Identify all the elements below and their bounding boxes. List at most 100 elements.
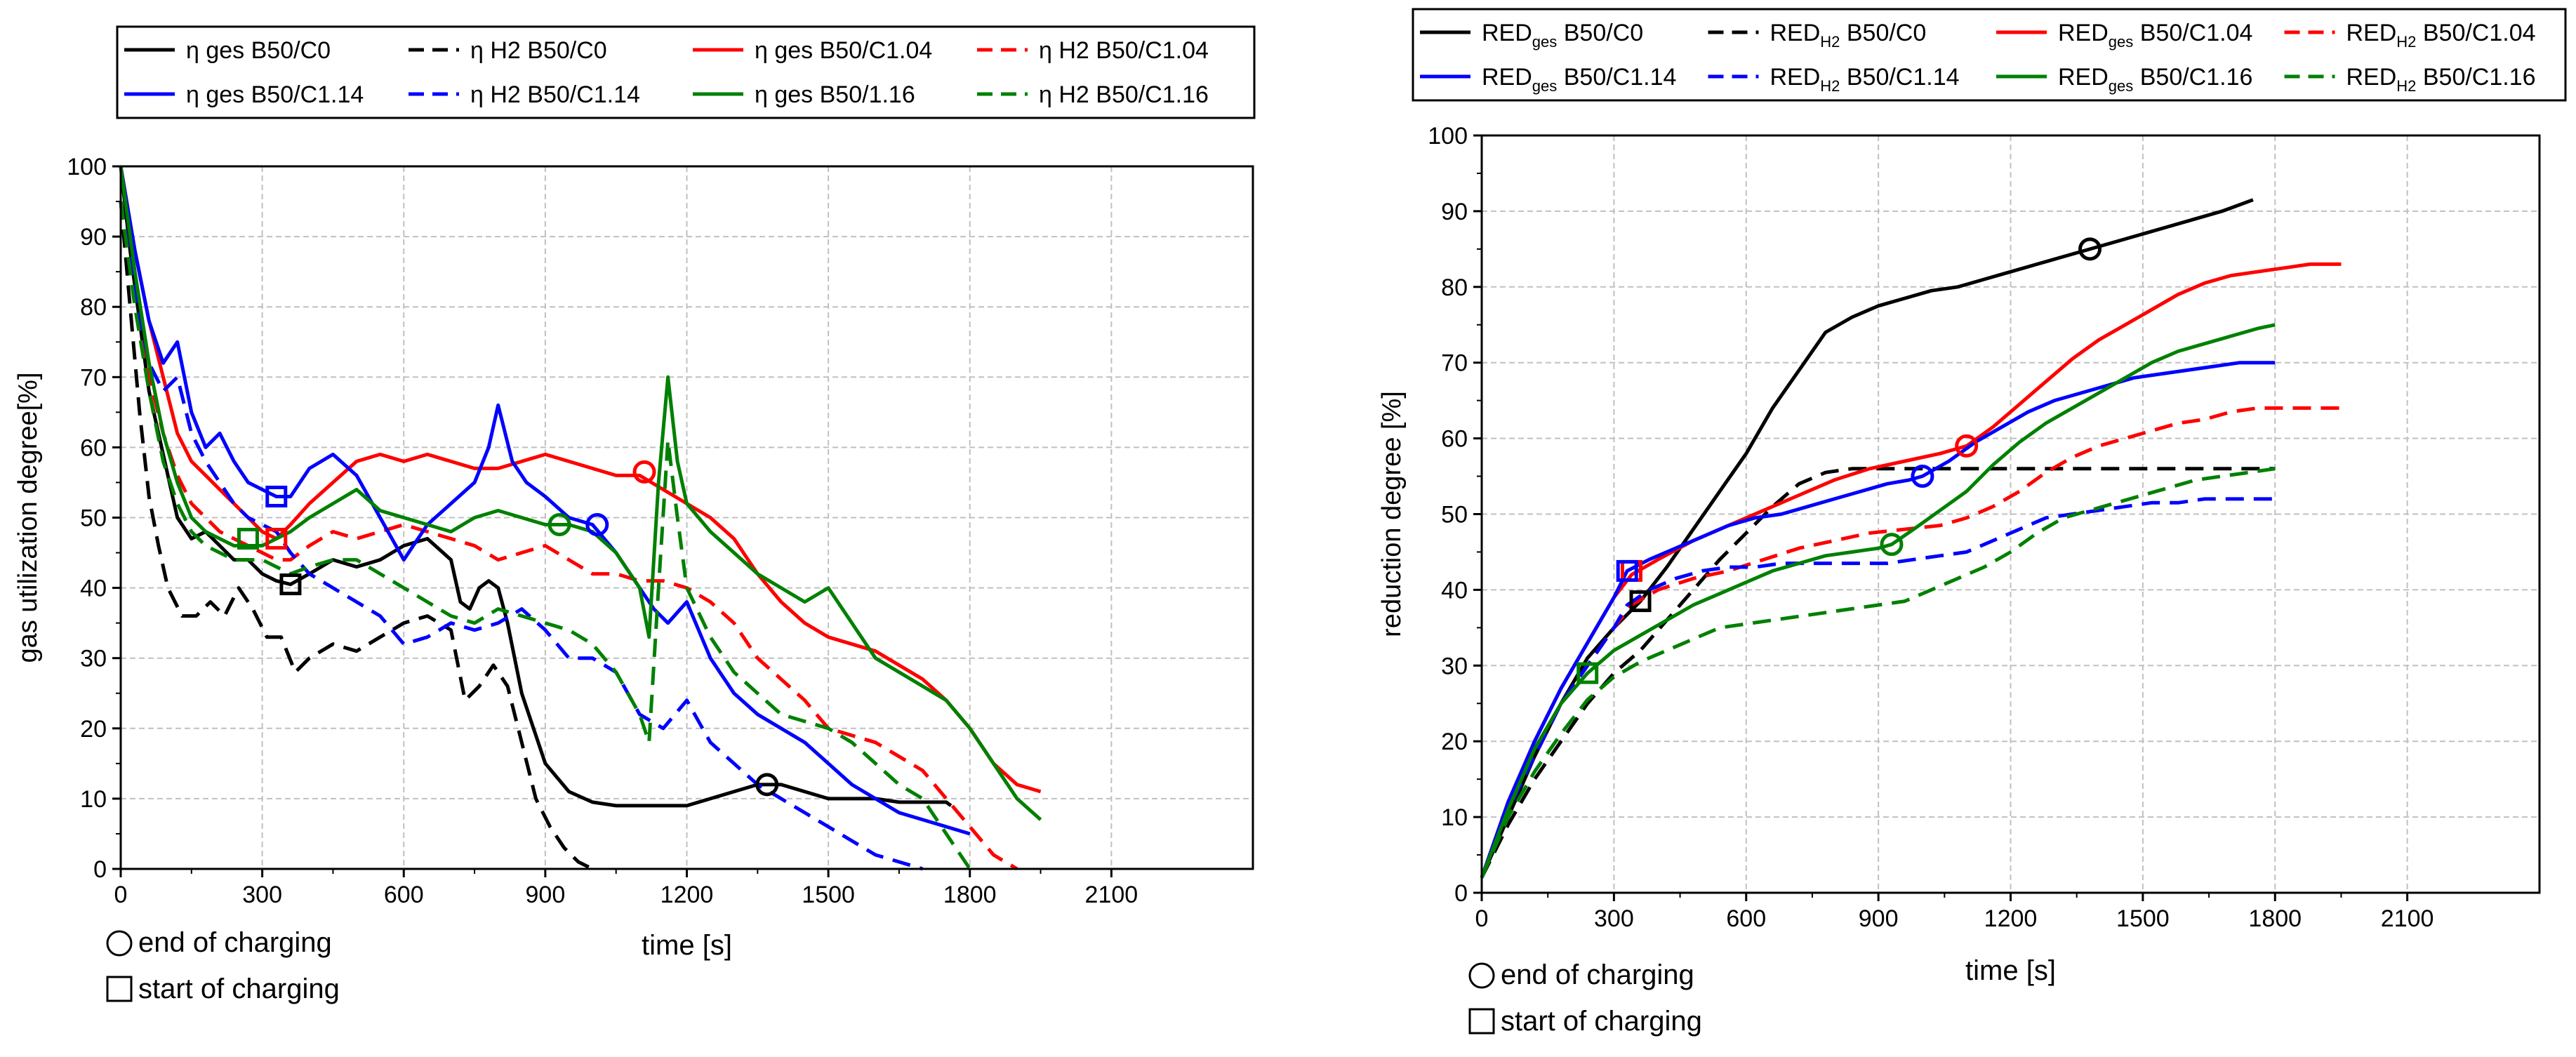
chart2-series-redh2-b50-c1-14-5 bbox=[1480, 497, 2276, 879]
chart2-ytick-label-0: 0 bbox=[1454, 880, 1468, 907]
chart1-x-axis-label: time [s] bbox=[642, 930, 732, 961]
chart1-ytick-label-80: 80 bbox=[80, 294, 107, 321]
chart1-ytick-label-90: 90 bbox=[80, 224, 107, 251]
chart2-ytick-label-20: 20 bbox=[1441, 729, 1468, 755]
chart1-xtick-label-900: 900 bbox=[526, 882, 566, 908]
chart1-legend-label-0: η ges B50/C0 bbox=[186, 37, 331, 64]
chart2-legend-item-redh2-b50-c1-16: REDH2 B50/C1.16 bbox=[2284, 64, 2536, 95]
chart2-start-marker-6 bbox=[1576, 662, 1599, 684]
chart2-ytick-label-50: 50 bbox=[1441, 502, 1468, 528]
chart1-marker-legend-end-label: end of charging bbox=[138, 927, 332, 958]
chart1-xtick-label-600: 600 bbox=[384, 882, 424, 908]
chart1-ytick-label-0: 0 bbox=[93, 856, 107, 883]
chart2-markers bbox=[1576, 237, 2102, 684]
reduction-degree-chart: 0 300 600 900 1200 1500 1800 2100 0 10 20 30 40 50 60 7… bbox=[1377, 8, 2567, 1037]
chart1-end-marker-1 bbox=[755, 773, 779, 797]
chart1-legend-item-ges-b50-c0: η ges B50/C0 bbox=[124, 37, 331, 64]
chart2-ytick-label-80: 80 bbox=[1441, 274, 1468, 301]
chart2-ticks: 0 300 600 900 1200 1500 1800 2100 0 10 20 30 40 50 60 7… bbox=[1428, 123, 2434, 932]
chart2-legend-label-7: REDH2 B50/C1.16 bbox=[2346, 64, 2536, 95]
chart2-series bbox=[1480, 198, 2342, 879]
chart1-legend-item-h2-b50-c0: η H2 B50/C0 bbox=[409, 37, 607, 64]
chart1-end-marker-5 bbox=[585, 513, 609, 537]
chart2-ytick-label-40: 40 bbox=[1441, 577, 1468, 604]
chart2-start-marker-4 bbox=[1616, 559, 1638, 582]
chart1-legend-box bbox=[116, 25, 1256, 119]
chart1-legend-item-ges-b50-1-16: η ges B50/1.16 bbox=[693, 81, 915, 108]
chart2-legend-label-4: REDges B50/C1.14 bbox=[1482, 64, 1676, 95]
chart1-legend-label-5: η H2 B50/C1.14 bbox=[470, 81, 640, 108]
chart2-xtick-label-0: 0 bbox=[1475, 905, 1489, 932]
chart1-series-h2-b50-c1-14-5 bbox=[119, 201, 924, 871]
chart1-ytick-label-20: 20 bbox=[80, 716, 107, 743]
chart1-xtick-label-1800: 1800 bbox=[943, 882, 997, 908]
chart2-xtick-label-900: 900 bbox=[1859, 905, 1899, 932]
chart1-ticks: 0 300 600 900 1200 1500 1800 2100 0 10 20 30 40 50 60 7… bbox=[67, 154, 1138, 908]
chart1-ytick-label-10: 10 bbox=[80, 786, 107, 813]
chart1-series-ges-b50-1-16-6 bbox=[119, 166, 1042, 821]
chart1-series-ges-b50-c1-04-2 bbox=[119, 166, 1042, 794]
chart2-ytick-label-30: 30 bbox=[1441, 653, 1468, 679]
chart2-series-redges-b50-c1-04-2 bbox=[1480, 262, 2342, 879]
chart1-series-ges-b50-c0-0 bbox=[119, 166, 952, 808]
chart1-series-h2-b50-c1-04-3 bbox=[119, 201, 1018, 871]
chart2-legend-item-redges-b50-c0: REDges B50/C0 bbox=[1420, 20, 1643, 51]
chart2-xtick-label-1800: 1800 bbox=[2248, 905, 2302, 932]
chart2-xtick-label-1200: 1200 bbox=[1984, 905, 2038, 932]
chart2-end-marker-5 bbox=[1911, 465, 1934, 488]
chart2-legend-item-redges-b50-c1-14: REDges B50/C1.14 bbox=[1420, 64, 1676, 95]
chart2-ytick-label-90: 90 bbox=[1441, 199, 1468, 225]
chart2-series-redges-b50-c1-14-4 bbox=[1480, 361, 2276, 879]
chart2-legend-item-redh2-b50-c1-04: REDH2 B50/C1.04 bbox=[2284, 20, 2536, 51]
chart2-series-redh2-b50-c0-1 bbox=[1480, 467, 2276, 879]
chart2-ytick-label-100: 100 bbox=[1428, 123, 1468, 149]
chart1-marker-legend: end of charging start of charging bbox=[106, 927, 340, 1004]
chart1-ytick-label-30: 30 bbox=[80, 646, 107, 672]
chart2-legend-label-2: REDges B50/C1.04 bbox=[2058, 20, 2252, 51]
chart2-x-axis-label: time [s] bbox=[1965, 955, 2056, 986]
chart1-legend: η ges B50/C0 η H2 B50/C0 η ges B50/C1.04 η … bbox=[116, 25, 1256, 119]
chart2-ytick-label-60: 60 bbox=[1441, 426, 1468, 453]
chart1-marker-legend-circle bbox=[106, 930, 133, 957]
chart2-legend-label-3: REDH2 B50/C1.04 bbox=[2346, 20, 2536, 51]
chart1-series-ges-b50-c1-14-4 bbox=[119, 166, 971, 836]
chart2-series-redges-b50-c0-0 bbox=[1480, 198, 2254, 879]
chart2-ytick-label-70: 70 bbox=[1441, 350, 1468, 377]
chart1-xtick-label-300: 300 bbox=[242, 882, 282, 908]
chart1-start-marker-0 bbox=[279, 573, 302, 596]
chart1-end-marker-3 bbox=[632, 460, 656, 484]
chart2-series-redh2-b50-c1-16-7 bbox=[1480, 467, 2276, 879]
chart2-xtick-label-300: 300 bbox=[1594, 905, 1634, 932]
chart2-series-redges-b50-c1-16-6 bbox=[1480, 323, 2276, 879]
chart2-legend: REDges B50/C0 REDH2 B50/C0 REDges B50/C1.0… bbox=[1412, 8, 2567, 102]
chart1-legend-item-ges-b50-c1-04: η ges B50/C1.04 bbox=[693, 37, 932, 64]
chart2-legend-box bbox=[1412, 8, 2567, 102]
chart1-start-marker-2 bbox=[265, 528, 288, 550]
chart1-legend-item-h2-b50-c1-14: η H2 B50/C1.14 bbox=[409, 81, 640, 108]
chart2-end-marker-1 bbox=[2078, 237, 2102, 261]
chart2-legend-item-redges-b50-c1-16: REDges B50/C1.16 bbox=[1996, 64, 2252, 95]
chart2-y-axis-label: reduction degree [%] bbox=[1377, 391, 1407, 637]
chart2-xtick-label-600: 600 bbox=[1726, 905, 1766, 932]
chart2-marker-legend-circle bbox=[1468, 962, 1495, 989]
chart2-legend-label-1: REDH2 B50/C0 bbox=[1770, 20, 1927, 51]
chart1-start-marker-6 bbox=[237, 528, 259, 550]
chart1-end-marker-7 bbox=[547, 513, 571, 537]
chart1-legend-label-3: η H2 B50/C1.04 bbox=[1039, 37, 1209, 64]
chart1-legend-label-4: η ges B50/C1.14 bbox=[186, 81, 364, 108]
chart1-xtick-label-1200: 1200 bbox=[660, 882, 714, 908]
chart2-marker-legend-end-label: end of charging bbox=[1501, 959, 1694, 990]
chart1-series-h2-b50-c0-1 bbox=[119, 201, 594, 871]
chart2-gridlines bbox=[1482, 135, 2540, 893]
chart2-end-marker-3 bbox=[1955, 434, 1979, 458]
chart2-xtick-label-2100: 2100 bbox=[2381, 905, 2434, 932]
chart1-legend-label-2: η ges B50/C1.04 bbox=[755, 37, 932, 64]
chart1-marker-legend-start-label: start of charging bbox=[138, 973, 340, 1004]
chart1-legend-label-7: η H2 B50/C1.16 bbox=[1039, 81, 1209, 108]
chart1-gridlines bbox=[121, 166, 1253, 869]
chart2-legend-item-redges-b50-c1-04: REDges B50/C1.04 bbox=[1996, 20, 2252, 51]
chart1-legend-label-1: η H2 B50/C0 bbox=[470, 37, 607, 64]
chart1-ytick-label-40: 40 bbox=[80, 576, 107, 602]
chart2-xtick-label-1500: 1500 bbox=[2116, 905, 2170, 932]
